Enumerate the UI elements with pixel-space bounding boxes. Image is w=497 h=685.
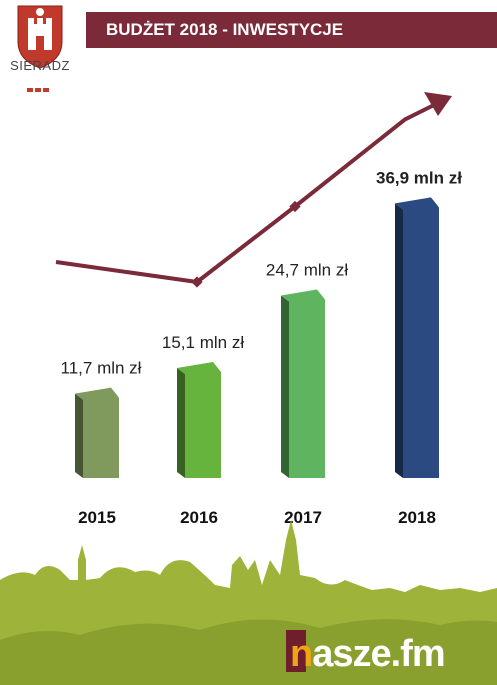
year-label-2016: 2016: [180, 508, 218, 527]
city-name: SIERADZ: [10, 58, 70, 73]
bar-2017: [281, 289, 325, 478]
brand-letter-n: n: [290, 633, 313, 675]
bar-2016: [177, 361, 221, 478]
value-label-2018: 36,9 mln zł: [376, 168, 462, 187]
bar-front-face: [185, 371, 221, 478]
trend-arrowhead: [424, 92, 452, 116]
bar-front-face: [403, 207, 439, 478]
bar-top-face: [395, 197, 439, 210]
value-label-2015: 11,7 mln zł: [61, 359, 142, 378]
town-skyline-silhouette: [0, 520, 497, 685]
logo-dots-decoration: [27, 79, 53, 92]
value-label-2017: 24,7 mln zł: [266, 261, 348, 280]
trend-marker: [191, 276, 203, 288]
bars-layer: [75, 197, 439, 478]
brand-logo-nasze-fm: nasze.fm: [290, 633, 446, 676]
year-label-2015: 2015: [78, 508, 116, 527]
brand-name-rest: asze.fm: [312, 633, 445, 675]
page-title: BUDŻET 2018 - INWESTYCJE: [106, 20, 344, 39]
trend-arrow: [55, 92, 452, 288]
year-label-2018: 2018: [398, 508, 436, 527]
bar-top-face: [281, 289, 325, 302]
bar-2018: [395, 197, 439, 478]
value-label-2016: 15,1 mln zł: [162, 333, 244, 352]
labels-layer: 11,7 mln zł 2015 15,1 mln zł 2016 24,7 mln z…: [61, 168, 463, 527]
header-bar: [86, 12, 497, 48]
bar-side-face: [75, 393, 83, 478]
year-label-2017: 2017: [284, 508, 322, 527]
bar-side-face: [281, 295, 289, 478]
bar-2015: [75, 387, 119, 478]
bar-side-face: [177, 367, 185, 478]
trend-marker: [289, 200, 301, 213]
trend-line: [55, 101, 439, 284]
bar-front-face: [83, 397, 119, 478]
bar-side-face: [395, 203, 403, 478]
city-coat-of-arms-logo: [17, 5, 63, 69]
bar-front-face: [289, 299, 325, 478]
bar-top-face: [75, 387, 119, 400]
bar-top-face: [177, 361, 221, 374]
